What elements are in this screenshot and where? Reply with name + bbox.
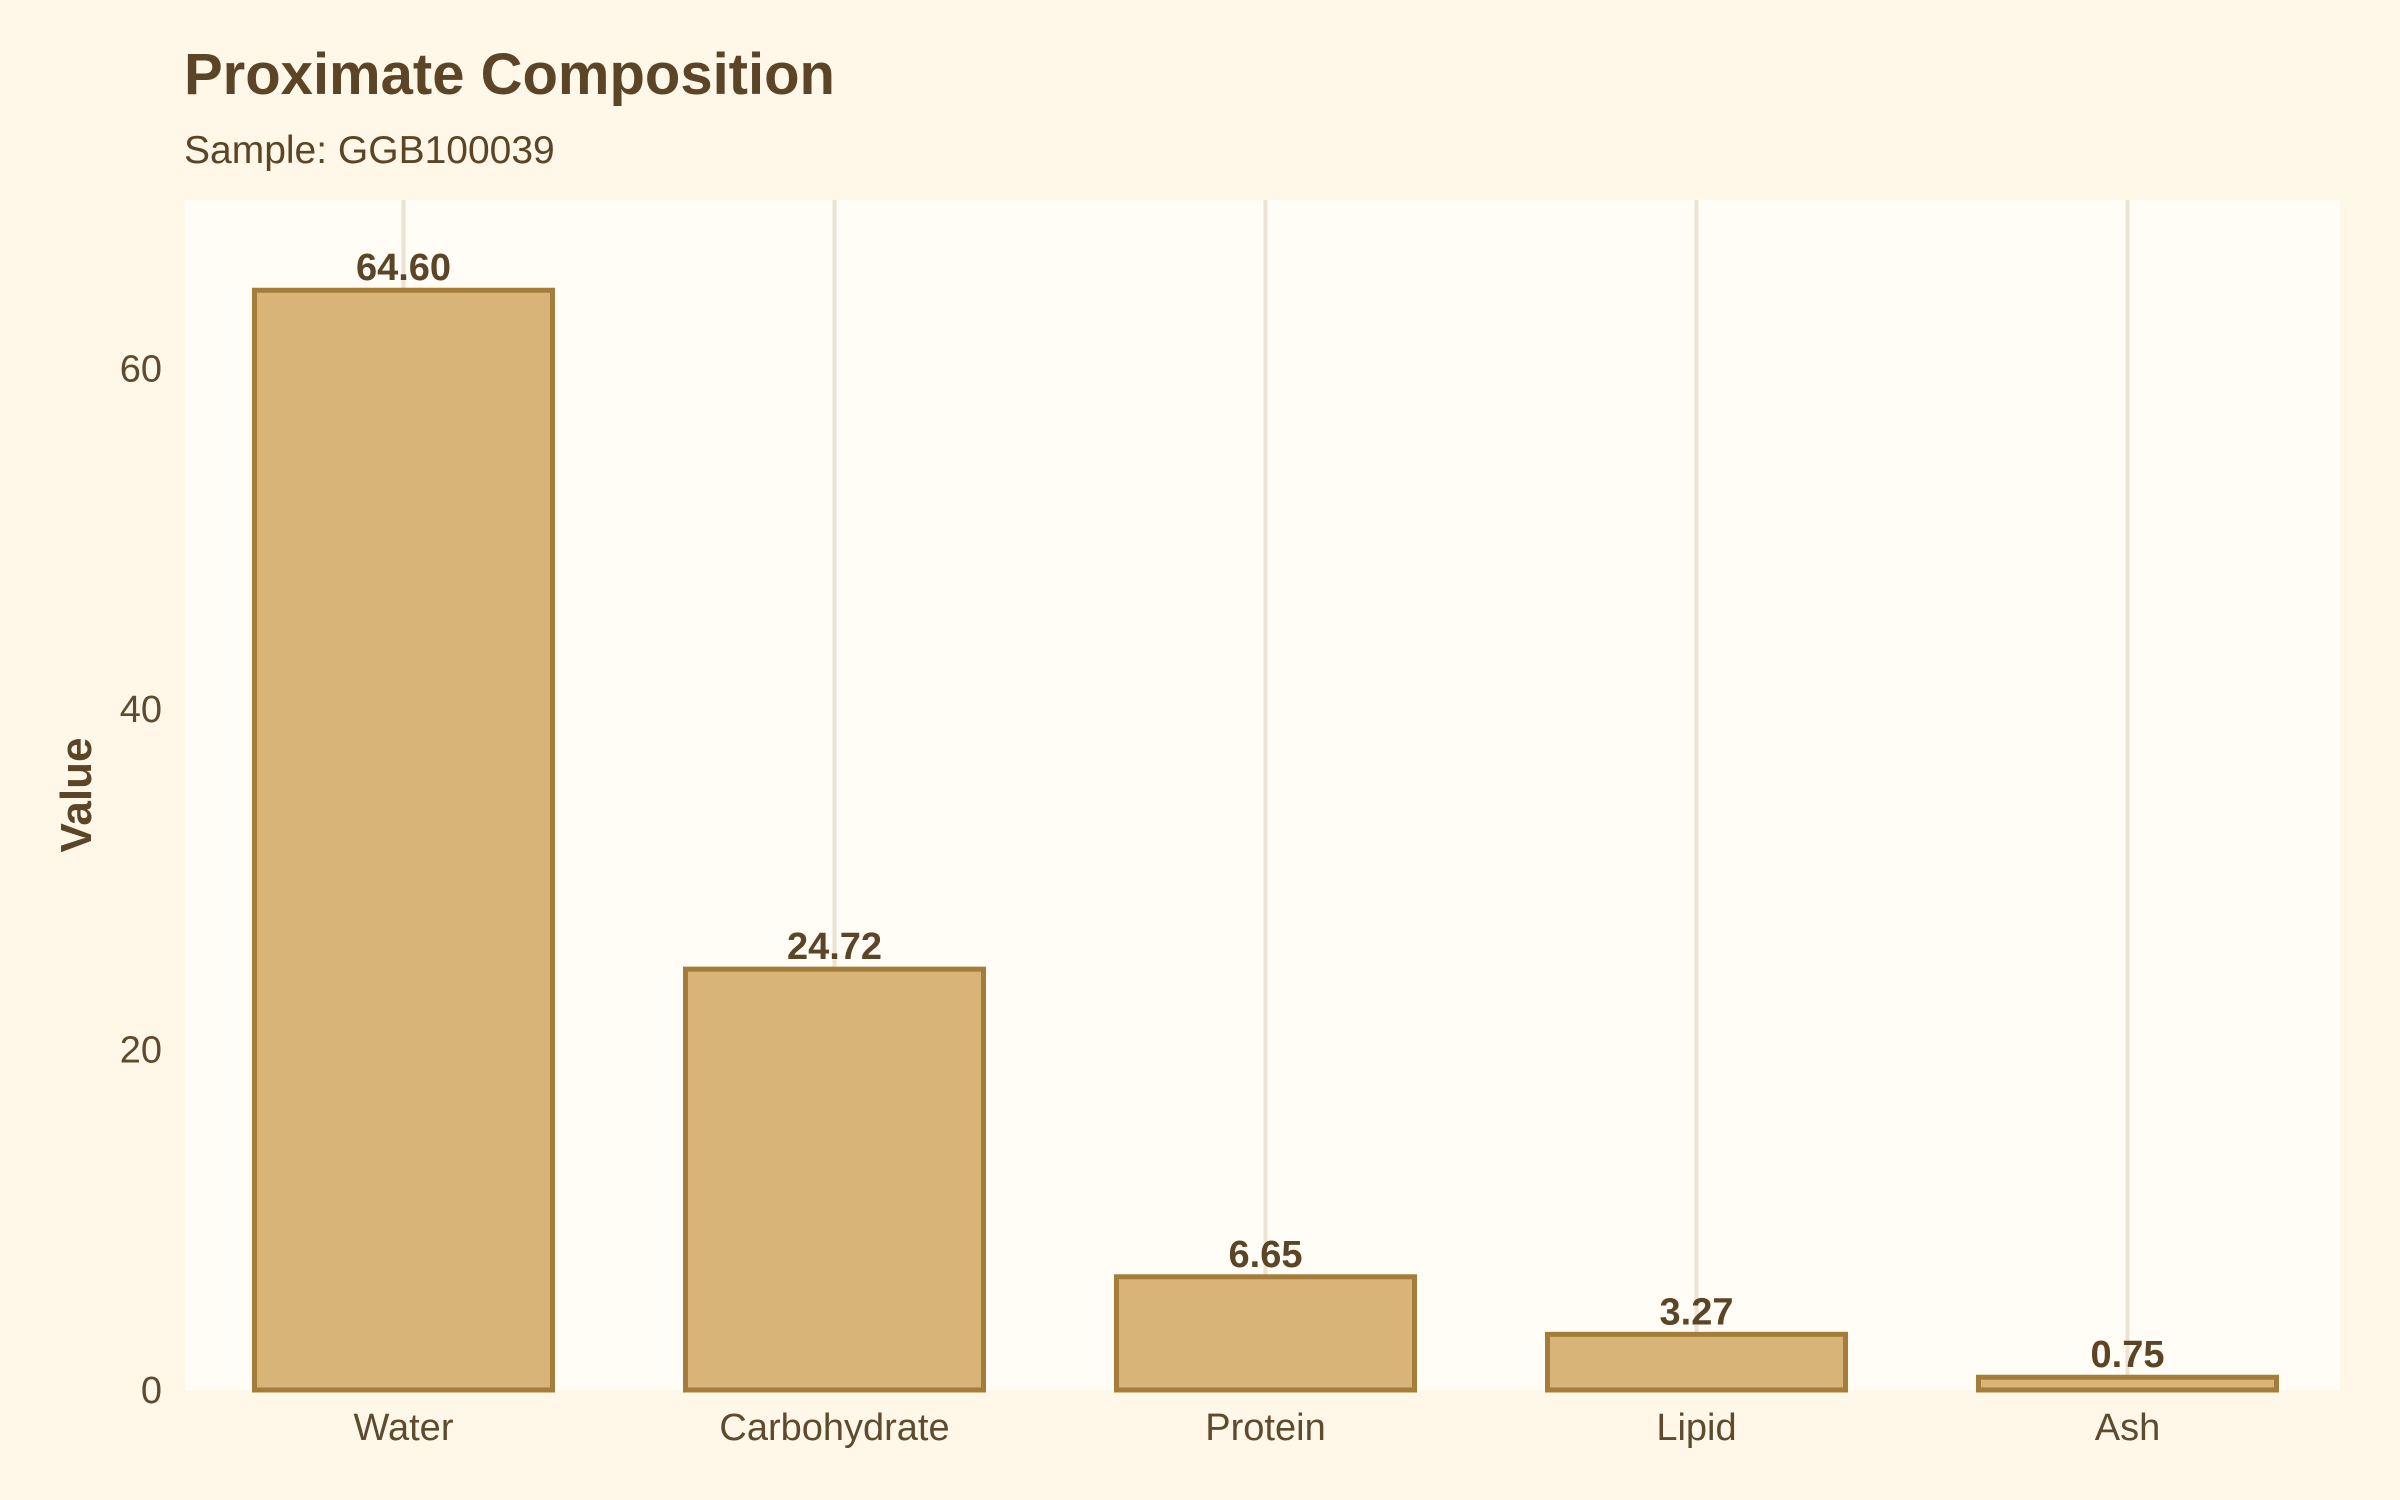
bar-carbohydrate: [683, 966, 986, 1393]
value-label-layer: 64.60 24.72 6.65 3.27 0.75: [356, 247, 2165, 1376]
x-tick-label: Lipid: [1656, 1407, 1736, 1449]
bar-layer: [252, 287, 2279, 1393]
bar-ash: [1976, 1374, 2279, 1393]
y-tick-label: 0: [141, 1370, 162, 1412]
y-tick-label: 40: [120, 689, 162, 731]
value-label: 64.60: [356, 247, 451, 289]
x-tick-label: Carbohydrate: [719, 1407, 949, 1449]
bar-protein: [1114, 1274, 1417, 1393]
y-axis-label: Value: [52, 738, 101, 853]
value-label: 0.75: [2091, 1334, 2165, 1376]
x-tick-layer: Water Carbohydrate Protein Lipid Ash: [354, 1407, 2161, 1449]
value-label: 6.65: [1229, 1234, 1303, 1276]
y-tick-label: 20: [120, 1030, 162, 1072]
x-tick-label: Ash: [2095, 1407, 2160, 1449]
y-tick-layer: 0 20 40 60: [120, 349, 162, 1412]
bar-water: [252, 287, 555, 1393]
value-label: 24.72: [787, 926, 882, 968]
bar-lipid: [1545, 1331, 1848, 1393]
y-tick-label: 60: [120, 349, 162, 391]
chart-title: Proximate Composition: [184, 42, 835, 107]
x-tick-label: Protein: [1205, 1407, 1325, 1449]
chart-subtitle: Sample: GGB100039: [184, 129, 555, 172]
value-label: 3.27: [1660, 1291, 1734, 1333]
x-tick-label: Water: [354, 1407, 454, 1449]
